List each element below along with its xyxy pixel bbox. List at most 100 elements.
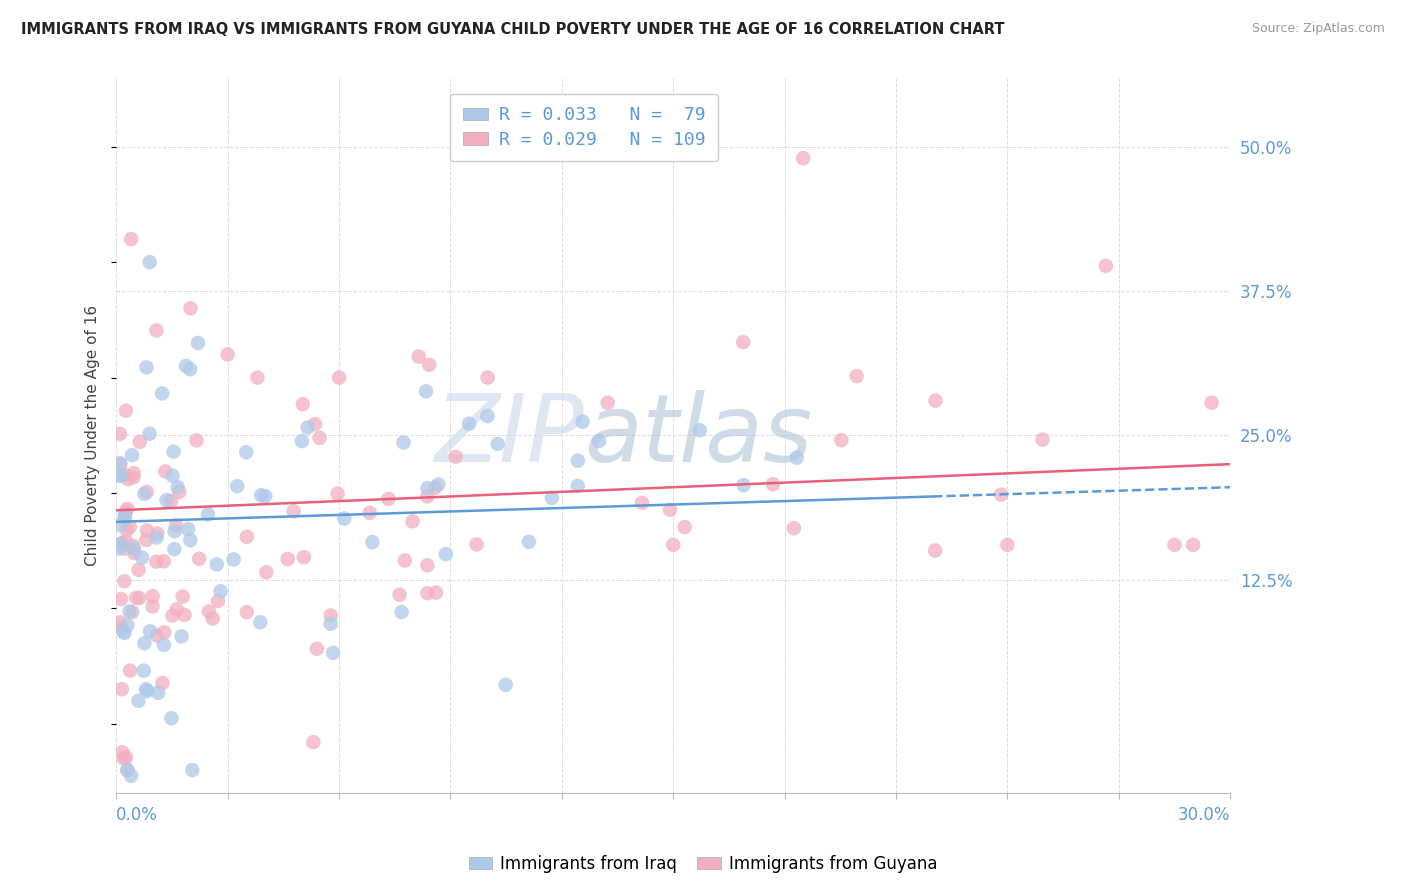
Point (155, 493, 177, 508)
Point (458, 417, 481, 431)
Point (166, 602, 188, 616)
Point (427, 477, 450, 491)
Text: 30.0%: 30.0% (1178, 806, 1230, 824)
Point (418, 358, 440, 372)
Point (786, 450, 808, 465)
Point (115, 403, 138, 417)
Point (114, 533, 136, 548)
Point (112, 574, 135, 589)
Text: 0.0%: 0.0% (117, 806, 157, 824)
Point (163, 542, 186, 557)
Point (408, 350, 430, 364)
Point (177, 522, 200, 536)
Point (135, 682, 157, 697)
Text: IMMIGRANTS FROM IRAQ VS IMMIGRANTS FROM GUYANA CHILD POVERTY UNDER THE AGE OF 16: IMMIGRANTS FROM IRAQ VS IMMIGRANTS FROM … (21, 22, 1005, 37)
Point (319, 608, 342, 623)
Point (1031, 433, 1053, 447)
Point (179, 362, 201, 376)
Point (217, 347, 239, 361)
Point (434, 547, 457, 561)
Point (359, 506, 381, 520)
Point (117, 618, 139, 632)
Point (152, 554, 174, 568)
Point (235, 445, 257, 459)
Point (135, 360, 157, 375)
Point (689, 423, 711, 437)
Point (388, 588, 411, 602)
Point (120, 232, 142, 246)
Point (198, 605, 221, 619)
Point (160, 494, 183, 508)
Point (328, 370, 350, 384)
Point (415, 384, 437, 399)
Point (423, 481, 446, 495)
Point (304, 417, 326, 431)
Point (1182, 538, 1205, 552)
Point (486, 437, 509, 451)
Point (125, 591, 148, 605)
Point (111, 745, 134, 759)
Point (150, 386, 173, 401)
Point (326, 486, 349, 500)
Point (135, 484, 157, 499)
Point (997, 538, 1019, 552)
Point (121, 605, 143, 619)
Point (207, 594, 229, 608)
Point (110, 537, 132, 551)
Point (170, 629, 193, 643)
Text: atlas: atlas (583, 390, 813, 481)
Point (153, 638, 176, 652)
Point (416, 481, 439, 495)
Point (297, 420, 319, 434)
Point (249, 615, 271, 630)
Point (145, 531, 167, 545)
Point (187, 335, 209, 350)
Point (108, 456, 131, 470)
Point (128, 694, 150, 708)
Point (783, 521, 806, 535)
Point (114, 541, 136, 556)
Point (401, 514, 423, 528)
Point (112, 751, 135, 765)
Point (571, 415, 593, 429)
Point (145, 555, 167, 569)
Point (416, 490, 439, 504)
Point (277, 552, 299, 566)
Point (394, 553, 416, 567)
Point (135, 533, 157, 547)
Point (1095, 259, 1118, 273)
Point (122, 470, 145, 484)
Point (477, 409, 499, 423)
Point (118, 520, 141, 534)
Point (162, 468, 184, 483)
Point (136, 524, 159, 538)
Point (322, 646, 344, 660)
Point (845, 369, 868, 384)
Legend: Immigrants from Iraq, Immigrants from Guyana: Immigrants from Iraq, Immigrants from Gu… (463, 848, 943, 880)
Point (153, 625, 176, 640)
Point (201, 611, 224, 625)
Point (180, 301, 202, 316)
Point (465, 537, 488, 551)
Point (283, 504, 305, 518)
Point (152, 676, 174, 690)
Point (155, 465, 177, 479)
Point (142, 589, 165, 603)
Point (416, 558, 439, 573)
Point (114, 625, 136, 640)
Point (138, 426, 160, 441)
Point (108, 426, 131, 441)
Point (173, 607, 195, 622)
Point (174, 359, 197, 373)
Point (146, 686, 169, 700)
Point (567, 453, 589, 467)
Point (166, 480, 188, 494)
Point (162, 444, 184, 458)
Point (134, 636, 156, 650)
Point (236, 530, 259, 544)
Point (392, 435, 415, 450)
Point (172, 590, 194, 604)
Point (588, 434, 610, 448)
Point (146, 526, 169, 541)
Point (425, 585, 447, 599)
